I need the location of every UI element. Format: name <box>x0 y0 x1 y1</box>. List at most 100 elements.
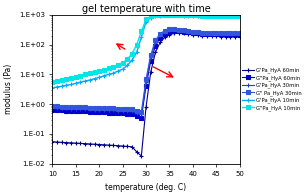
G" Pa_HyA 30min <box>182 29 185 32</box>
G'Pa_HyA 30min <box>121 110 125 112</box>
G'Pa_HyA 30min <box>107 109 110 111</box>
G'Pa_HyA 30min <box>163 30 166 33</box>
G"Pa_HyA 10min <box>238 15 241 17</box>
G'Pa_HyA 60min <box>107 144 110 146</box>
G'Pa_HyA 60min <box>168 33 171 36</box>
G"Pa_HyA 10min <box>140 30 143 33</box>
G"Pa_HyA 10min <box>93 71 96 73</box>
G'Pa_HyA 30min <box>224 32 227 34</box>
G'Pa_HyA 60min <box>125 145 129 148</box>
G'Pa_HyA 30min <box>135 112 139 114</box>
G"Pa_HyA 10min <box>215 15 218 17</box>
Y-axis label: modulus (Pa): modulus (Pa) <box>4 64 13 114</box>
G'Pa_HyA 10min <box>121 68 125 70</box>
G"Pa_HyA 60min <box>116 112 120 114</box>
G" Pa_HyA 30min <box>177 29 181 31</box>
G'Pa_HyA 10min <box>186 14 190 17</box>
G" Pa_HyA 30min <box>83 106 87 109</box>
G'Pa_HyA 60min <box>154 51 157 54</box>
G'Pa_HyA 10min <box>69 83 73 86</box>
G" Pa_HyA 30min <box>107 107 110 109</box>
G"Pa_HyA 10min <box>55 80 59 82</box>
G'Pa_HyA 60min <box>83 142 87 145</box>
G"Pa_HyA 10min <box>182 14 185 17</box>
G"Pa_HyA 60min <box>102 111 106 113</box>
G" Pa_HyA 30min <box>102 107 106 109</box>
G'Pa_HyA 30min <box>158 34 162 36</box>
G'Pa_HyA 10min <box>191 14 195 17</box>
G"Pa_HyA 10min <box>74 76 78 78</box>
G"Pa_HyA 10min <box>130 53 134 55</box>
G'Pa_HyA 60min <box>182 32 185 34</box>
G'Pa_HyA 60min <box>172 32 176 34</box>
G"Pa_HyA 60min <box>154 45 157 47</box>
G'Pa_HyA 30min <box>215 32 218 34</box>
G'Pa_HyA 30min <box>130 110 134 112</box>
G'Pa_HyA 60min <box>196 34 200 36</box>
G'Pa_HyA 60min <box>97 143 101 146</box>
G'Pa_HyA 60min <box>111 144 115 147</box>
Legend: G'Pa_HyA 60min, G"Pa_HyA 60min, G'Pa_HyA 30min, G" Pa_HyA 30min, G'Pa_HyA 10min,: G'Pa_HyA 60min, G"Pa_HyA 60min, G'Pa_HyA… <box>242 68 302 111</box>
G'Pa_HyA 30min <box>177 29 181 31</box>
G"Pa_HyA 10min <box>121 61 125 64</box>
G'Pa_HyA 30min <box>182 30 185 32</box>
G" Pa_HyA 30min <box>215 32 218 34</box>
G"Pa_HyA 60min <box>238 33 241 36</box>
G'Pa_HyA 10min <box>111 72 115 74</box>
G"Pa_HyA 10min <box>135 44 139 46</box>
G" Pa_HyA 30min <box>191 31 195 33</box>
G'Pa_HyA 10min <box>107 73 110 76</box>
G"Pa_HyA 60min <box>130 113 134 115</box>
G'Pa_HyA 30min <box>186 30 190 33</box>
G'Pa_HyA 30min <box>116 109 120 112</box>
G"Pa_HyA 60min <box>121 112 125 114</box>
G'Pa_HyA 10min <box>224 15 227 17</box>
G'Pa_HyA 30min <box>125 110 129 112</box>
G"Pa_HyA 60min <box>172 30 176 32</box>
G'Pa_HyA 60min <box>215 35 218 38</box>
G'Pa_HyA 60min <box>224 35 227 38</box>
G'Pa_HyA 10min <box>65 84 68 86</box>
G" Pa_HyA 30min <box>233 32 237 34</box>
G"Pa_HyA 60min <box>210 33 214 35</box>
G" Pa_HyA 30min <box>149 54 153 56</box>
G"Pa_HyA 10min <box>149 15 153 17</box>
G'Pa_HyA 10min <box>168 14 171 17</box>
G'Pa_HyA 10min <box>205 15 209 17</box>
G"Pa_HyA 60min <box>233 33 237 36</box>
G'Pa_HyA 30min <box>219 32 223 34</box>
G" Pa_HyA 30min <box>163 30 166 32</box>
G"Pa_HyA 60min <box>83 110 87 113</box>
G" Pa_HyA 30min <box>74 106 78 108</box>
G"Pa_HyA 60min <box>135 115 139 117</box>
G"Pa_HyA 60min <box>186 31 190 34</box>
G'Pa_HyA 10min <box>233 15 237 17</box>
G'Pa_HyA 10min <box>74 82 78 84</box>
G'Pa_HyA 60min <box>102 144 106 146</box>
Line: G'Pa_HyA 60min: G'Pa_HyA 60min <box>50 31 242 159</box>
G"Pa_HyA 60min <box>74 110 78 112</box>
G"Pa_HyA 10min <box>97 70 101 72</box>
G"Pa_HyA 60min <box>219 33 223 35</box>
G'Pa_HyA 10min <box>238 15 241 17</box>
G" Pa_HyA 30min <box>200 31 204 34</box>
Line: G'Pa_HyA 10min: G'Pa_HyA 10min <box>50 13 242 90</box>
G'Pa_HyA 60min <box>93 143 96 145</box>
G'Pa_HyA 10min <box>130 59 134 61</box>
G'Pa_HyA 60min <box>163 36 166 39</box>
G'Pa_HyA 30min <box>83 108 87 110</box>
G'Pa_HyA 30min <box>102 109 106 111</box>
G"Pa_HyA 60min <box>140 117 143 119</box>
G" Pa_HyA 30min <box>154 39 157 42</box>
G" Pa_HyA 30min <box>50 105 54 107</box>
G"Pa_HyA 10min <box>205 14 209 17</box>
Line: G"Pa_HyA 10min: G"Pa_HyA 10min <box>50 13 242 84</box>
G" Pa_HyA 30min <box>229 32 232 34</box>
G'Pa_HyA 10min <box>182 14 185 17</box>
G'Pa_HyA 60min <box>130 146 134 148</box>
G"Pa_HyA 60min <box>215 33 218 35</box>
G" Pa_HyA 30min <box>60 105 64 108</box>
G'Pa_HyA 30min <box>74 108 78 110</box>
G'Pa_HyA 30min <box>205 32 209 34</box>
G'Pa_HyA 30min <box>233 32 237 35</box>
